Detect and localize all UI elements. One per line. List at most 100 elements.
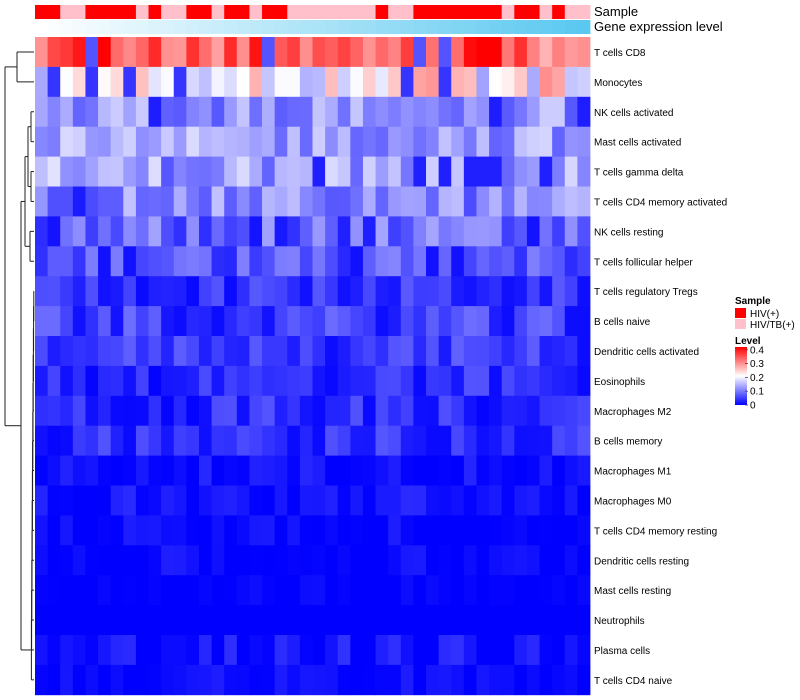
heatmap-cell (72, 365, 86, 397)
heatmap-cell (123, 455, 137, 486)
heatmap-cell (85, 605, 99, 636)
heatmap-cell (161, 66, 175, 98)
heatmap-cell (85, 276, 99, 307)
heatmap-cell (552, 156, 566, 187)
heatmap-cell (463, 276, 477, 307)
heatmap-cell (325, 336, 339, 367)
heatmap-cell (413, 96, 427, 128)
heatmap-cell (476, 156, 490, 187)
row-label: NK cells resting (594, 227, 663, 238)
heatmap-cell (299, 156, 313, 187)
heatmap-cell (249, 96, 263, 128)
gene-expression-annotation-cell (224, 20, 238, 34)
heatmap-cell (451, 336, 465, 367)
sample-annotation-cell (72, 5, 86, 19)
gene-expression-annotation-cell (110, 20, 124, 34)
heatmap-cell (274, 66, 288, 98)
heatmap-cell (173, 425, 187, 456)
sample-annotation-cell (463, 5, 477, 19)
heatmap-cell (60, 306, 74, 337)
heatmap-cell (110, 276, 124, 307)
heatmap-cell (350, 216, 364, 247)
heatmap-cell (47, 485, 61, 516)
heatmap-cell (539, 515, 553, 546)
heatmap-cell (211, 485, 225, 516)
heatmap-cell (110, 186, 124, 217)
heatmap-cell (362, 515, 376, 546)
heatmap-cell (186, 575, 200, 606)
heatmap-cell (287, 156, 301, 187)
heatmap-cell (489, 156, 503, 187)
heatmap-cell (262, 664, 276, 696)
heatmap-cell (539, 425, 553, 456)
heatmap-cell (72, 455, 86, 486)
heatmap-cell (186, 156, 200, 187)
heatmap-cell (98, 545, 112, 576)
heatmap-cell (198, 515, 212, 546)
heatmap-cell (438, 126, 452, 157)
heatmap-cell (426, 216, 440, 247)
heatmap-cell (476, 425, 490, 456)
heatmap-cell (72, 306, 86, 337)
heatmap-cell (135, 96, 149, 128)
heatmap-cell (123, 664, 137, 696)
heatmap-cell (173, 126, 187, 157)
heatmap-cell (47, 186, 61, 217)
heatmap-cell (211, 66, 225, 98)
heatmap-cell (47, 336, 61, 367)
heatmap-cell (262, 605, 276, 636)
heatmap-cell (413, 246, 427, 277)
heatmap-cell (123, 635, 137, 666)
heatmap-cell (123, 186, 137, 217)
heatmap-cell (110, 37, 124, 68)
heatmap-cell (539, 455, 553, 486)
heatmap-cell (388, 246, 402, 277)
heatmap-cell (287, 515, 301, 546)
heatmap-cell (211, 37, 225, 68)
heatmap-cell (489, 66, 503, 98)
heatmap-cell (577, 605, 591, 636)
heatmap-cell (35, 545, 49, 576)
heatmap-cell (388, 455, 402, 486)
heatmap-cell (413, 605, 427, 636)
heatmap-cell (514, 664, 528, 696)
heatmap-cell (438, 306, 452, 337)
heatmap-cell (186, 216, 200, 247)
heatmap-cell (362, 395, 376, 427)
heatmap-cell (148, 575, 162, 606)
sample-annotation-cell (274, 5, 288, 19)
heatmap-cell (110, 664, 124, 696)
heatmap-cell (161, 365, 175, 397)
heatmap-cell (350, 395, 364, 427)
heatmap-cell (198, 276, 212, 307)
heatmap-cell (148, 336, 162, 367)
heatmap-cell (501, 246, 515, 277)
heatmap-cell (274, 605, 288, 636)
heatmap-cell (489, 545, 503, 576)
sample-annotation-cell (236, 5, 250, 19)
gene-expression-annotation-cell (60, 20, 74, 34)
sample-annotation-cell (312, 5, 326, 19)
heatmap-cell (173, 246, 187, 277)
heatmap-cell (186, 425, 200, 456)
heatmap-cell (577, 37, 591, 68)
heatmap-cell (375, 605, 389, 636)
heatmap-cell (400, 126, 414, 157)
heatmap-cell (148, 96, 162, 128)
heatmap-cell (161, 276, 175, 307)
heatmap-cell (211, 156, 225, 187)
heatmap-cell (198, 635, 212, 666)
heatmap-cell (564, 37, 578, 68)
heatmap-cell (514, 216, 528, 247)
heatmap-cell (173, 66, 187, 98)
heatmap-cell (60, 485, 74, 516)
heatmap-cell (463, 455, 477, 486)
heatmap-cell (35, 246, 49, 277)
heatmap-cell (85, 455, 99, 486)
heatmap-cell (312, 365, 326, 397)
heatmap-cell (211, 216, 225, 247)
heatmap-cell (312, 395, 326, 427)
heatmap-cell (47, 425, 61, 456)
heatmap-cell (337, 635, 351, 666)
heatmap-cell (249, 515, 263, 546)
